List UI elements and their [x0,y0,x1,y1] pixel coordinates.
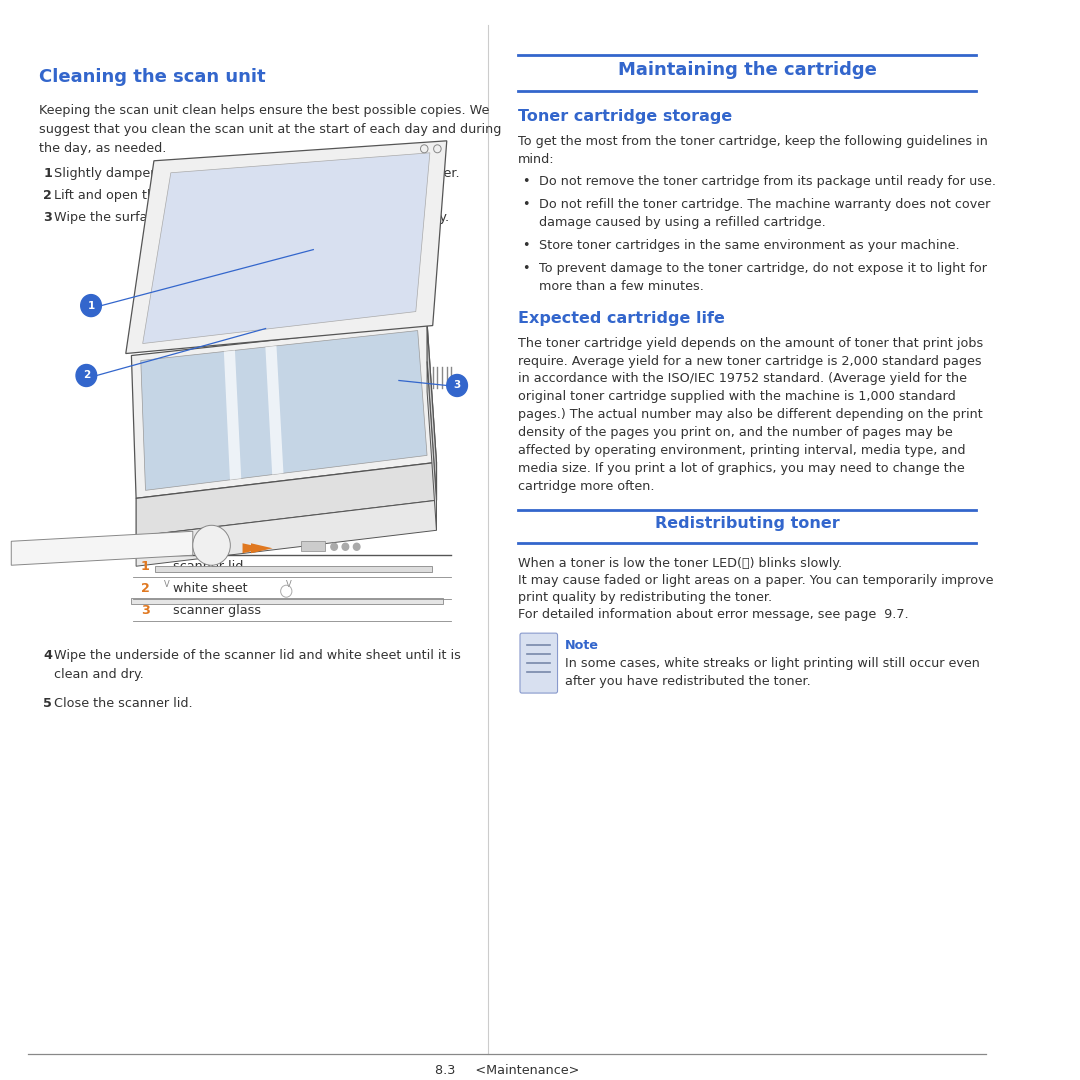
Polygon shape [125,140,447,353]
Text: Redistributing toner: Redistributing toner [654,516,839,531]
Text: •: • [522,239,529,252]
FancyBboxPatch shape [301,541,325,551]
Text: 5: 5 [43,697,52,710]
Text: require. Average yield for a new toner cartridge is 2,000 standard pages: require. Average yield for a new toner c… [518,354,982,367]
Polygon shape [136,462,436,537]
Polygon shape [266,346,283,474]
Text: Note: Note [565,639,599,652]
Text: Maintaining the cartridge: Maintaining the cartridge [618,60,877,79]
Text: V: V [286,580,292,590]
Text: Toner cartridge storage: Toner cartridge storage [518,109,732,124]
Text: Keeping the scan unit clean helps ensure the best possible copies. We: Keeping the scan unit clean helps ensure… [40,104,490,117]
Text: 2: 2 [43,189,52,202]
Text: Expected cartridge life: Expected cartridge life [518,311,725,325]
Polygon shape [132,324,436,498]
Text: suggest that you clean the scan unit at the start of each day and during: suggest that you clean the scan unit at … [40,123,502,136]
Text: Close the scanner lid.: Close the scanner lid. [54,697,193,710]
Text: media size. If you print a lot of graphics, you may need to change the: media size. If you print a lot of graphi… [518,462,964,475]
Text: pages.) The actual number may also be different depending on the print: pages.) The actual number may also be di… [518,408,983,421]
Text: 1: 1 [140,561,150,573]
Text: Cleaning the scan unit: Cleaning the scan unit [40,68,266,86]
Polygon shape [11,531,193,565]
Polygon shape [243,543,265,553]
Circle shape [193,525,230,565]
Text: •: • [522,198,529,211]
Text: 8.3     <Maintenance>: 8.3 <Maintenance> [434,1064,579,1077]
Text: scanner glass: scanner glass [173,604,261,617]
Text: 2: 2 [83,370,90,380]
Text: •: • [522,175,529,188]
Text: in accordance with the ISO/IEC 19752 standard. (Average yield for the: in accordance with the ISO/IEC 19752 sta… [518,373,967,386]
Text: Slightly dampen a soft lint-free cloth or paper towel with water.: Slightly dampen a soft lint-free cloth o… [54,166,460,179]
Text: more than a few minutes.: more than a few minutes. [539,280,704,293]
Text: print quality by redistributing the toner.: print quality by redistributing the tone… [518,591,772,604]
Text: after you have redistributed the toner.: after you have redistributed the toner. [565,675,811,688]
Text: For detailed information about error message, see page  9.7.: For detailed information about error mes… [518,608,908,621]
Text: damage caused by using a refilled cartridge.: damage caused by using a refilled cartri… [539,216,825,229]
Text: 3: 3 [140,604,150,617]
Text: To prevent damage to the toner cartridge, do not expose it to light for: To prevent damage to the toner cartridge… [539,261,987,274]
Circle shape [330,543,337,551]
Text: 2: 2 [140,582,150,595]
FancyBboxPatch shape [519,633,557,693]
Text: 3: 3 [454,380,461,391]
Circle shape [342,543,349,551]
Text: white sheet: white sheet [173,582,247,595]
Text: 1: 1 [87,300,95,311]
Text: Do not remove the toner cartridge from its package until ready for use.: Do not remove the toner cartridge from i… [539,175,996,188]
Circle shape [353,543,360,551]
Text: Wipe the underside of the scanner lid and white sheet until it is: Wipe the underside of the scanner lid an… [54,649,461,662]
Polygon shape [143,152,430,343]
Text: scanner lid: scanner lid [173,561,243,573]
Polygon shape [427,362,436,530]
Polygon shape [136,500,436,566]
Text: 4: 4 [43,649,52,662]
Text: •: • [522,261,529,274]
Text: 3: 3 [43,211,52,224]
Text: Store toner cartridges in the same environment as your machine.: Store toner cartridges in the same envir… [539,239,959,252]
Circle shape [76,365,97,387]
Polygon shape [427,324,436,500]
Text: In some cases, white streaks or light printing will still occur even: In some cases, white streaks or light pr… [565,657,980,670]
Polygon shape [154,566,432,572]
Text: clean and dry.: clean and dry. [54,669,145,681]
FancyBboxPatch shape [132,598,443,604]
Polygon shape [140,330,427,490]
Text: mind:: mind: [518,152,555,166]
Circle shape [81,295,102,316]
Circle shape [447,375,468,396]
Text: V: V [164,580,170,590]
Text: cartridge more often.: cartridge more often. [518,481,654,494]
Text: When a toner is low the toner LED(⦿) blinks slowly.: When a toner is low the toner LED(⦿) bli… [518,557,842,570]
Text: affected by operating environment, printing interval, media type, and: affected by operating environment, print… [518,444,966,458]
Text: Wipe the surface of the scanner glass until it is clean and dry.: Wipe the surface of the scanner glass un… [54,211,449,224]
Text: 1: 1 [43,166,52,179]
Text: To get the most from the toner cartridge, keep the following guidelines in: To get the most from the toner cartridge… [518,135,988,148]
Text: The toner cartridge yield depends on the amount of toner that print jobs: The toner cartridge yield depends on the… [518,337,984,350]
Text: It may cause faded or light areas on a paper. You can temporarily improve: It may cause faded or light areas on a p… [518,575,994,588]
Polygon shape [251,543,272,553]
Text: Do not refill the toner cartridge. The machine warranty does not cover: Do not refill the toner cartridge. The m… [539,198,990,211]
Text: density of the pages you print on, and the number of pages may be: density of the pages you print on, and t… [518,427,953,440]
Text: Lift and open the scanner lid.: Lift and open the scanner lid. [54,189,242,202]
Text: the day, as needed.: the day, as needed. [40,141,166,154]
Text: original toner cartridge supplied with the machine is 1,000 standard: original toner cartridge supplied with t… [518,391,956,404]
Polygon shape [224,350,241,480]
